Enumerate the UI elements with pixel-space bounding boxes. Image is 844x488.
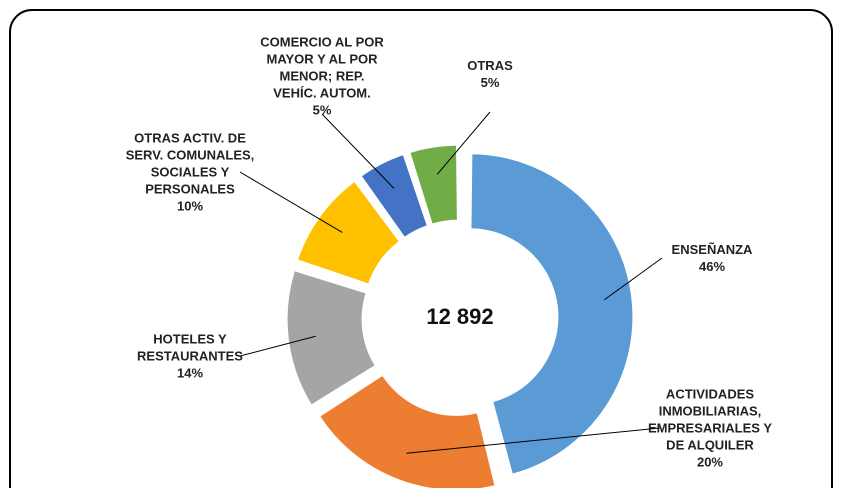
value-label: 5% xyxy=(480,75,500,90)
donut-slice xyxy=(470,153,634,475)
center-label: 12 892 xyxy=(426,304,493,329)
category-label: OTRAS ACTIV. DE SERV. COMUNALES, SOCIALE… xyxy=(125,130,255,197)
category-label: ACTIVIDADES INMOBILIARIAS, EMPRESARIALES… xyxy=(647,386,773,453)
donut-slice xyxy=(286,270,376,406)
leader-line xyxy=(406,427,661,454)
value-label: 5% xyxy=(312,102,332,118)
frame xyxy=(9,9,833,488)
category-label: OTRAS xyxy=(467,58,513,73)
category-label: COMERCIO AL POR MAYOR Y AL POR MENOR; RE… xyxy=(260,34,384,101)
leader-line xyxy=(436,111,491,175)
category-label: ENSEÑANZA xyxy=(671,242,753,257)
leader-line xyxy=(604,257,663,301)
value-label: 46% xyxy=(698,259,726,274)
value-label: 10% xyxy=(176,198,204,214)
donut-slice xyxy=(296,180,401,285)
data-label: COMERCIO AL POR MAYOR Y AL POR MENOR; RE… xyxy=(260,34,384,119)
data-label: OTRAS ACTIV. DE SERV. COMUNALES, SOCIALE… xyxy=(126,130,255,215)
leader-line xyxy=(239,335,316,357)
data-label: ACTIVIDADES INMOBILIARIAS, EMPRESARIALES… xyxy=(648,386,772,471)
value-label: 20% xyxy=(696,454,724,470)
data-label: OTRAS 5% xyxy=(467,57,513,91)
leader-line xyxy=(321,113,395,189)
donut-slice xyxy=(319,374,496,488)
data-label: HOTELES Y RESTAURANTES 14% xyxy=(137,331,243,382)
leader-line xyxy=(239,171,343,233)
data-label: ENSEÑANZA 46% xyxy=(672,241,753,275)
donut-slice xyxy=(360,154,428,238)
value-label: 14% xyxy=(176,365,204,381)
category-label: HOTELES Y RESTAURANTES xyxy=(137,331,243,364)
